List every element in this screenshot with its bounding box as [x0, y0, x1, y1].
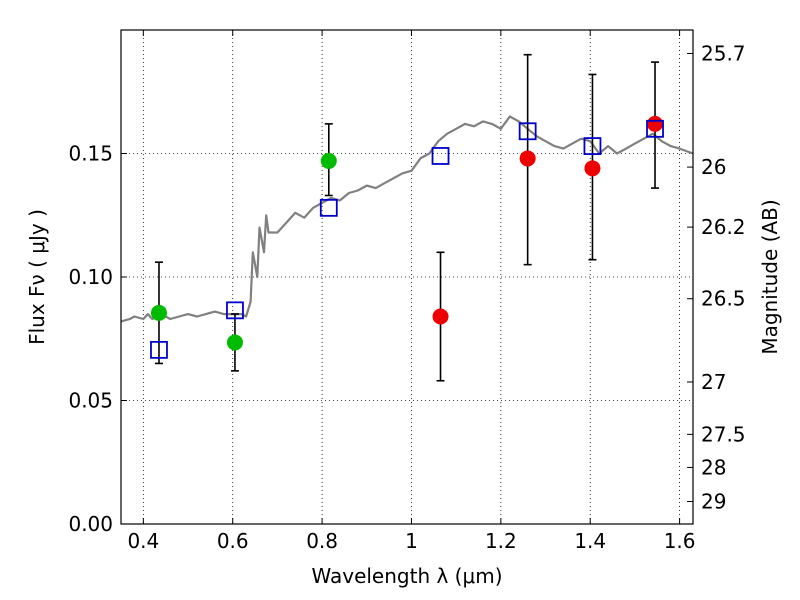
x-tick-label: 0.6 [217, 529, 249, 553]
x-tick-label: 1 [405, 529, 418, 553]
x-axis-label: Wavelength λ (μm) [311, 564, 502, 588]
data-point [584, 160, 601, 177]
y-tick-label: 0.15 [68, 142, 113, 166]
model-square [150, 340, 168, 359]
y2-tick-label: 26 [701, 155, 726, 179]
data-point [432, 308, 449, 325]
x-tick-label: 0.4 [127, 529, 159, 553]
model-square [319, 198, 338, 217]
y-tick-label: 0.00 [68, 512, 113, 536]
x-tick-label: 1.4 [574, 529, 606, 553]
model-square [646, 119, 664, 138]
y2-axis-label: Magnitude (AB) [758, 199, 782, 354]
y2-tick-label: 29 [701, 490, 726, 514]
axis-ticks: 0.4 0.6 0.8 1 1.2 1.4 1.6 0.00 0.05 0.10 0.15 25.7 2… [68, 30, 746, 553]
x-tick-label: 1.6 [664, 529, 696, 553]
y2-tick-label: 25.7 [701, 41, 746, 65]
model-square [518, 122, 537, 141]
y2-tick-label: 26.2 [701, 215, 746, 239]
data-point [519, 150, 536, 167]
y2-tick-label: 26.5 [701, 287, 746, 311]
data-point [647, 115, 664, 132]
y-axis-label: Flux Fν ( μJy ) [25, 209, 49, 345]
y2-tick-label: 28 [701, 455, 726, 479]
data-point [150, 304, 167, 321]
data-point [226, 334, 243, 351]
x-tick-label: 0.8 [306, 529, 338, 553]
data-layer [121, 53, 693, 382]
model-square [431, 147, 450, 165]
x-tick-label: 1.2 [485, 529, 517, 553]
y2-tick-label: 27.5 [701, 422, 746, 446]
y-tick-label: 0.10 [68, 265, 113, 289]
data-point [320, 152, 337, 169]
spectrum-line [121, 115, 693, 323]
model-square [583, 137, 602, 155]
y-tick-label: 0.05 [68, 389, 113, 413]
model-square [226, 301, 244, 320]
y2-tick-label: 27 [701, 370, 726, 394]
